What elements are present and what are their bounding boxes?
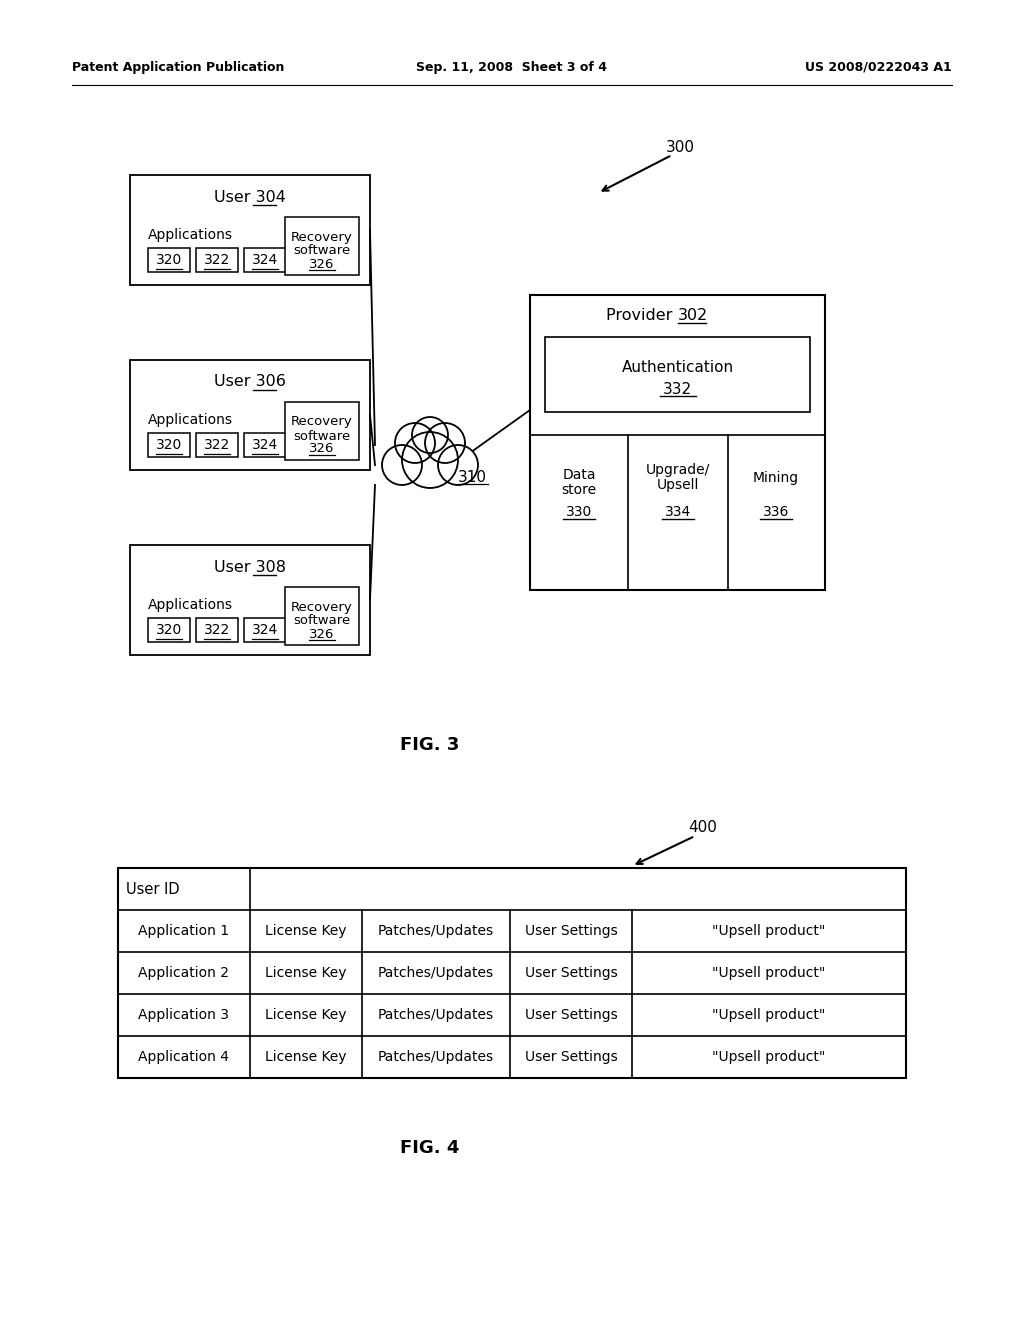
Text: software: software xyxy=(293,244,350,257)
Text: Patches/Updates: Patches/Updates xyxy=(378,924,494,939)
Bar xyxy=(196,248,238,272)
Text: Sep. 11, 2008  Sheet 3 of 4: Sep. 11, 2008 Sheet 3 of 4 xyxy=(417,61,607,74)
Text: Patches/Updates: Patches/Updates xyxy=(378,1008,494,1022)
Text: Applications: Applications xyxy=(148,598,233,612)
Text: License Key: License Key xyxy=(265,1008,347,1022)
Text: 324: 324 xyxy=(252,438,279,451)
Bar xyxy=(530,294,825,590)
Bar xyxy=(148,433,190,457)
Bar xyxy=(244,618,286,642)
Text: Application 4: Application 4 xyxy=(138,1049,229,1064)
Text: Mining: Mining xyxy=(753,471,799,484)
Bar xyxy=(130,360,370,470)
Bar xyxy=(285,403,359,459)
Text: FIG. 3: FIG. 3 xyxy=(400,737,460,754)
Bar xyxy=(130,545,370,655)
Circle shape xyxy=(412,417,449,453)
Text: 320: 320 xyxy=(156,623,182,638)
Text: Applications: Applications xyxy=(148,413,233,426)
Text: 320: 320 xyxy=(156,253,182,267)
Text: Application 2: Application 2 xyxy=(138,966,229,979)
Text: 300: 300 xyxy=(666,140,694,156)
Text: User 308: User 308 xyxy=(214,560,286,574)
Circle shape xyxy=(402,432,458,488)
Text: User Settings: User Settings xyxy=(524,1008,617,1022)
Text: Recovery: Recovery xyxy=(291,601,353,614)
Text: 326: 326 xyxy=(309,257,335,271)
Text: Patches/Updates: Patches/Updates xyxy=(378,966,494,979)
Text: License Key: License Key xyxy=(265,966,347,979)
Circle shape xyxy=(395,422,435,463)
Circle shape xyxy=(425,422,465,463)
Text: Provider: Provider xyxy=(606,308,678,322)
Text: "Upsell product": "Upsell product" xyxy=(713,924,825,939)
Text: 302: 302 xyxy=(678,308,708,322)
Text: Upgrade/: Upgrade/ xyxy=(646,463,710,477)
Text: 322: 322 xyxy=(204,438,230,451)
Text: 336: 336 xyxy=(763,506,790,519)
Text: 324: 324 xyxy=(252,253,279,267)
Bar xyxy=(196,618,238,642)
Text: 326: 326 xyxy=(309,442,335,455)
Text: Patent Application Publication: Patent Application Publication xyxy=(72,61,285,74)
Text: Application 3: Application 3 xyxy=(138,1008,229,1022)
Text: User 306: User 306 xyxy=(214,375,286,389)
Text: User 304: User 304 xyxy=(214,190,286,205)
Text: Authentication: Authentication xyxy=(622,359,733,375)
Bar xyxy=(148,618,190,642)
Text: software: software xyxy=(293,429,350,442)
Bar xyxy=(244,433,286,457)
Text: Patches/Updates: Patches/Updates xyxy=(378,1049,494,1064)
Text: Data: Data xyxy=(562,469,596,482)
Text: User Settings: User Settings xyxy=(524,1049,617,1064)
Bar xyxy=(285,587,359,645)
Bar xyxy=(118,869,906,1078)
Text: 322: 322 xyxy=(204,623,230,638)
Text: License Key: License Key xyxy=(265,924,347,939)
Text: License Key: License Key xyxy=(265,1049,347,1064)
Text: Upsell: Upsell xyxy=(656,478,699,492)
Text: 326: 326 xyxy=(309,627,335,640)
Circle shape xyxy=(382,445,422,484)
Text: 400: 400 xyxy=(688,821,718,836)
Bar xyxy=(545,337,810,412)
Bar xyxy=(148,248,190,272)
Text: User Settings: User Settings xyxy=(524,924,617,939)
Text: 310: 310 xyxy=(458,470,486,484)
Bar xyxy=(130,176,370,285)
Text: US 2008/0222043 A1: US 2008/0222043 A1 xyxy=(805,61,952,74)
Bar xyxy=(244,248,286,272)
Text: software: software xyxy=(293,615,350,627)
Text: 320: 320 xyxy=(156,438,182,451)
Text: Recovery: Recovery xyxy=(291,231,353,243)
Text: User Settings: User Settings xyxy=(524,966,617,979)
Text: FIG. 4: FIG. 4 xyxy=(400,1139,460,1158)
Text: "Upsell product": "Upsell product" xyxy=(713,966,825,979)
Text: User ID: User ID xyxy=(126,882,179,896)
Circle shape xyxy=(438,445,478,484)
Text: 332: 332 xyxy=(663,381,692,396)
Text: store: store xyxy=(561,483,597,498)
Text: 324: 324 xyxy=(252,623,279,638)
Text: Application 1: Application 1 xyxy=(138,924,229,939)
Text: "Upsell product": "Upsell product" xyxy=(713,1008,825,1022)
Text: 330: 330 xyxy=(566,506,592,519)
Text: 322: 322 xyxy=(204,253,230,267)
Bar xyxy=(196,433,238,457)
Bar xyxy=(285,216,359,275)
Text: Applications: Applications xyxy=(148,228,233,242)
Text: "Upsell product": "Upsell product" xyxy=(713,1049,825,1064)
Text: 334: 334 xyxy=(665,506,691,519)
Text: Recovery: Recovery xyxy=(291,416,353,429)
